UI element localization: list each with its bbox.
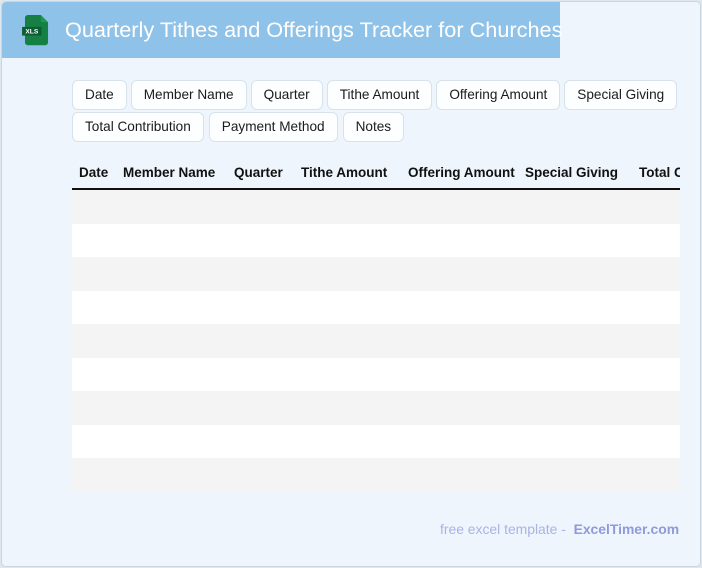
svg-text:XLS: XLS [25,28,38,35]
